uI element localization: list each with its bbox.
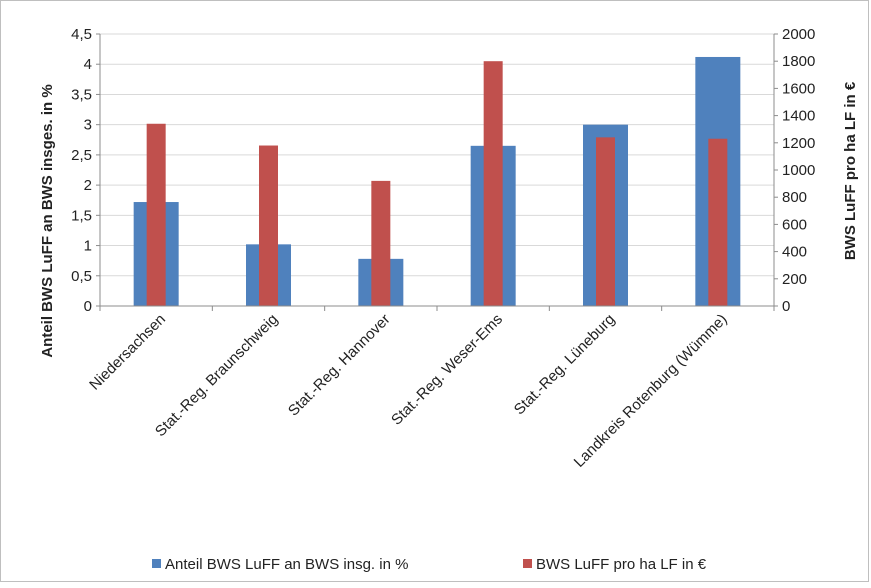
category-label: Stat.-Reg. Weser-Ems <box>388 311 506 429</box>
gridlines <box>100 33 774 277</box>
bar-bws-pro-ha <box>708 138 728 306</box>
right-tick-label: 600 <box>782 216 807 233</box>
left-tick-label: 1,5 <box>71 207 92 224</box>
bar-bws-pro-ha <box>146 123 166 306</box>
category-label: Niedersachsen <box>86 311 169 394</box>
legend-swatch-bws <box>523 559 532 568</box>
left-tick-label: 1 <box>84 238 92 255</box>
left-tick-label: 4,5 <box>71 26 92 43</box>
bar-bws-pro-ha <box>483 61 503 307</box>
bar-bws-pro-ha <box>596 137 615 306</box>
left-tick-label: 2 <box>84 177 92 194</box>
bars <box>133 56 741 307</box>
category-label: Stat.-Reg. Hannover <box>285 311 394 420</box>
left-axis-ticks: 0 0,5 1 1,5 2 2,5 3 3,5 4 4,5 <box>71 26 92 315</box>
right-tick-label: 1800 <box>782 53 815 70</box>
right-axis-title: BWS LuFF pro ha LF in € <box>842 81 859 260</box>
right-tick-label: 1600 <box>782 80 815 97</box>
left-axis-title: Anteil BWS LuFF an BWS insges. in % <box>39 84 56 357</box>
legend-label-bws: BWS LuFF pro ha LF in € <box>536 556 707 573</box>
right-tick-label: 400 <box>782 244 807 261</box>
axes <box>96 33 778 311</box>
right-tick-label: 800 <box>782 189 807 206</box>
bar-bws-pro-ha <box>259 145 278 306</box>
legend-swatch-anteil <box>152 559 161 568</box>
left-tick-label: 3,5 <box>71 86 92 103</box>
left-tick-label: 4 <box>84 56 92 73</box>
legend: Anteil BWS LuFF an BWS insg. in % BWS Lu… <box>152 556 707 573</box>
right-tick-label: 1000 <box>782 162 815 179</box>
left-tick-label: 3 <box>84 117 92 134</box>
left-tick-label: 0 <box>84 298 92 315</box>
category-label: Stat.-Reg. Braunschweig <box>152 311 281 440</box>
bar-bws-pro-ha <box>371 180 391 306</box>
right-tick-label: 0 <box>782 298 790 315</box>
legend-label-anteil: Anteil BWS LuFF an BWS insg. in % <box>165 556 408 573</box>
right-axis-ticks: 0 200 400 600 800 1000 1200 1400 1600 1800 2000 <box>782 26 815 315</box>
right-tick-label: 200 <box>782 271 807 288</box>
category-label: Stat.-Reg. Lüneburg <box>511 311 619 419</box>
right-tick-label: 2000 <box>782 26 815 43</box>
right-tick-label: 1400 <box>782 108 815 125</box>
left-tick-label: 2,5 <box>71 147 92 164</box>
right-tick-label: 1200 <box>782 135 815 152</box>
left-tick-label: 0,5 <box>71 268 92 285</box>
